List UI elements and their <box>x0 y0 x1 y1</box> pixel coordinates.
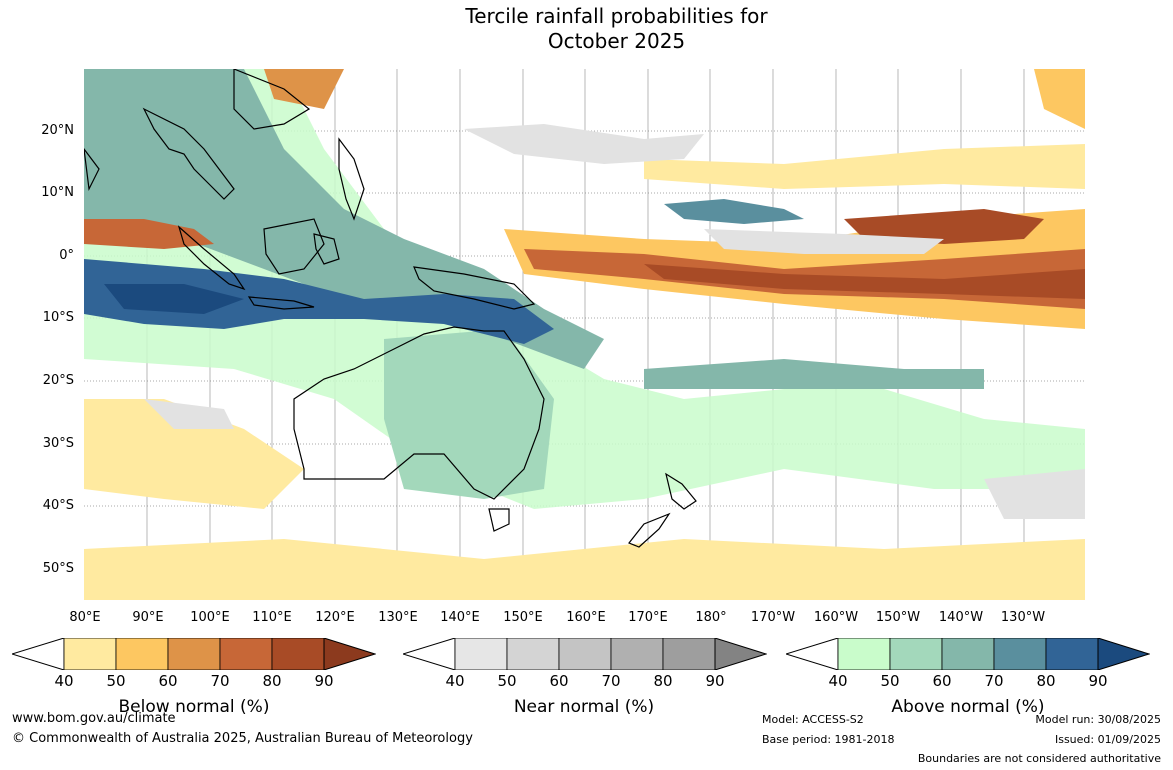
near-swatch-90-plus <box>714 638 767 670</box>
near-tick-50: 50 <box>497 672 517 690</box>
lon-label-150e: 150°E <box>503 610 543 625</box>
near-normal-colorbar <box>403 638 767 670</box>
lat-label-40s: 40°S <box>42 498 74 513</box>
lon-label-150w: 150°W <box>875 610 921 625</box>
model-name: Model: ACCESS-S2 <box>762 713 864 726</box>
below-swatch-60-70 <box>167 638 221 670</box>
chart-title: Tercile rainfall probabilities for Octob… <box>0 4 1173 54</box>
lon-label-120e: 120°E <box>315 610 355 625</box>
above-tick-90: 90 <box>1088 672 1108 690</box>
lon-label-130w: 130°W <box>1000 610 1046 625</box>
near-tick-60: 60 <box>549 672 569 690</box>
below-tick-60: 60 <box>158 672 178 690</box>
issued-date: Issued: 01/09/2025 <box>1054 733 1161 746</box>
title-line-2: October 2025 <box>547 29 686 53</box>
near-swatch-70-80 <box>610 638 664 670</box>
below-tick-70: 70 <box>210 672 230 690</box>
lon-label-90e: 90°E <box>132 610 164 625</box>
below-tick-90: 90 <box>314 672 334 690</box>
above-swatch-90-plus <box>1097 638 1150 670</box>
java-coastline <box>247 296 315 310</box>
near-swatch-40-50 <box>454 638 508 670</box>
below-swatch-50-60 <box>115 638 169 670</box>
india-coastline <box>84 148 100 192</box>
title-line-1: Tercile rainfall probabilities for <box>465 4 768 28</box>
lon-label-100e: 100°E <box>190 610 230 625</box>
lat-label-10s: 10°S <box>42 310 74 325</box>
boundaries-disclaimer: Boundaries are not considered authoritat… <box>917 752 1161 765</box>
below-swatch-40-50 <box>63 638 117 670</box>
sumatra-coastline <box>177 225 246 291</box>
below-swatch-90-plus <box>323 638 376 670</box>
lon-label-80e: 80°E <box>69 610 101 625</box>
lat-label-0: 0° <box>59 248 74 263</box>
copyright-notice: © Commonwealth of Australia 2025, Austra… <box>12 731 473 746</box>
new-guinea-coastline <box>413 266 536 310</box>
above-swatch-60-70 <box>941 638 995 670</box>
lat-label-30s: 30°S <box>42 436 74 451</box>
above-swatch-40-50 <box>837 638 891 670</box>
near-tick-70: 70 <box>601 672 621 690</box>
base-period: Base period: 1981-2018 <box>762 733 895 746</box>
lon-label-130e: 130°E <box>378 610 418 625</box>
philippines-coastline <box>338 137 365 221</box>
lon-label-140e: 140°E <box>440 610 480 625</box>
below-normal-colorbar <box>12 638 376 670</box>
near-swatch-50-60 <box>506 638 560 670</box>
new-zealand-coastline <box>628 472 697 548</box>
lat-label-10n: 10°N <box>41 185 74 200</box>
near-swatch-60-70 <box>558 638 612 670</box>
indochina-coastline <box>142 107 235 200</box>
above-tick-40: 40 <box>828 672 848 690</box>
tasmania-coastline <box>488 508 510 532</box>
below-swatch-80-90 <box>271 638 325 670</box>
above-normal-field <box>84 69 1085 509</box>
lat-label-20s: 20°S <box>42 373 74 388</box>
borneo-coastline <box>263 218 325 275</box>
above-tick-70: 70 <box>984 672 1004 690</box>
below-tick-50: 50 <box>106 672 126 690</box>
australia-coastline <box>293 326 545 500</box>
above-tick-60: 60 <box>932 672 952 690</box>
lon-label-170e: 170°E <box>628 610 668 625</box>
near-normal-field <box>144 124 1085 519</box>
below-tick-80: 80 <box>262 672 282 690</box>
near-tick-40: 40 <box>445 672 465 690</box>
lon-label-180: 180° <box>695 610 727 625</box>
lon-label-110e: 110°E <box>252 610 292 625</box>
near-tick-90: 90 <box>705 672 725 690</box>
lon-label-160w: 160°W <box>813 610 859 625</box>
above-normal-title: Above normal (%) <box>891 697 1045 717</box>
lon-label-140w: 140°W <box>938 610 984 625</box>
probability-map <box>84 69 1085 600</box>
near-normal-title: Near normal (%) <box>513 697 655 717</box>
below-tick-40: 40 <box>54 672 74 690</box>
lon-label-170w: 170°W <box>750 610 796 625</box>
china-coastline <box>233 69 311 130</box>
above-swatch-50-60 <box>889 638 943 670</box>
above-tick-80: 80 <box>1036 672 1056 690</box>
above-tick-50: 50 <box>880 672 900 690</box>
lat-label-50s: 50°S <box>42 561 74 576</box>
below-swatch-70-80 <box>219 638 273 670</box>
sulawesi-coastline <box>313 233 340 265</box>
lat-label-20n: 20°N <box>41 123 74 138</box>
lon-label-160e: 160°E <box>566 610 606 625</box>
near-swatch-80-90 <box>662 638 716 670</box>
below-normal-title: Below normal (%) <box>118 697 270 717</box>
map-canvas <box>84 69 1085 600</box>
above-swatch-80-90 <box>1045 638 1099 670</box>
website-link[interactable]: www.bom.gov.au/climate <box>12 711 176 726</box>
coastlines <box>84 69 697 548</box>
above-swatch-70-80 <box>993 638 1047 670</box>
model-run-date: Model run: 30/08/2025 <box>1035 713 1161 726</box>
near-tick-80: 80 <box>653 672 673 690</box>
above-normal-colorbar <box>786 638 1150 670</box>
